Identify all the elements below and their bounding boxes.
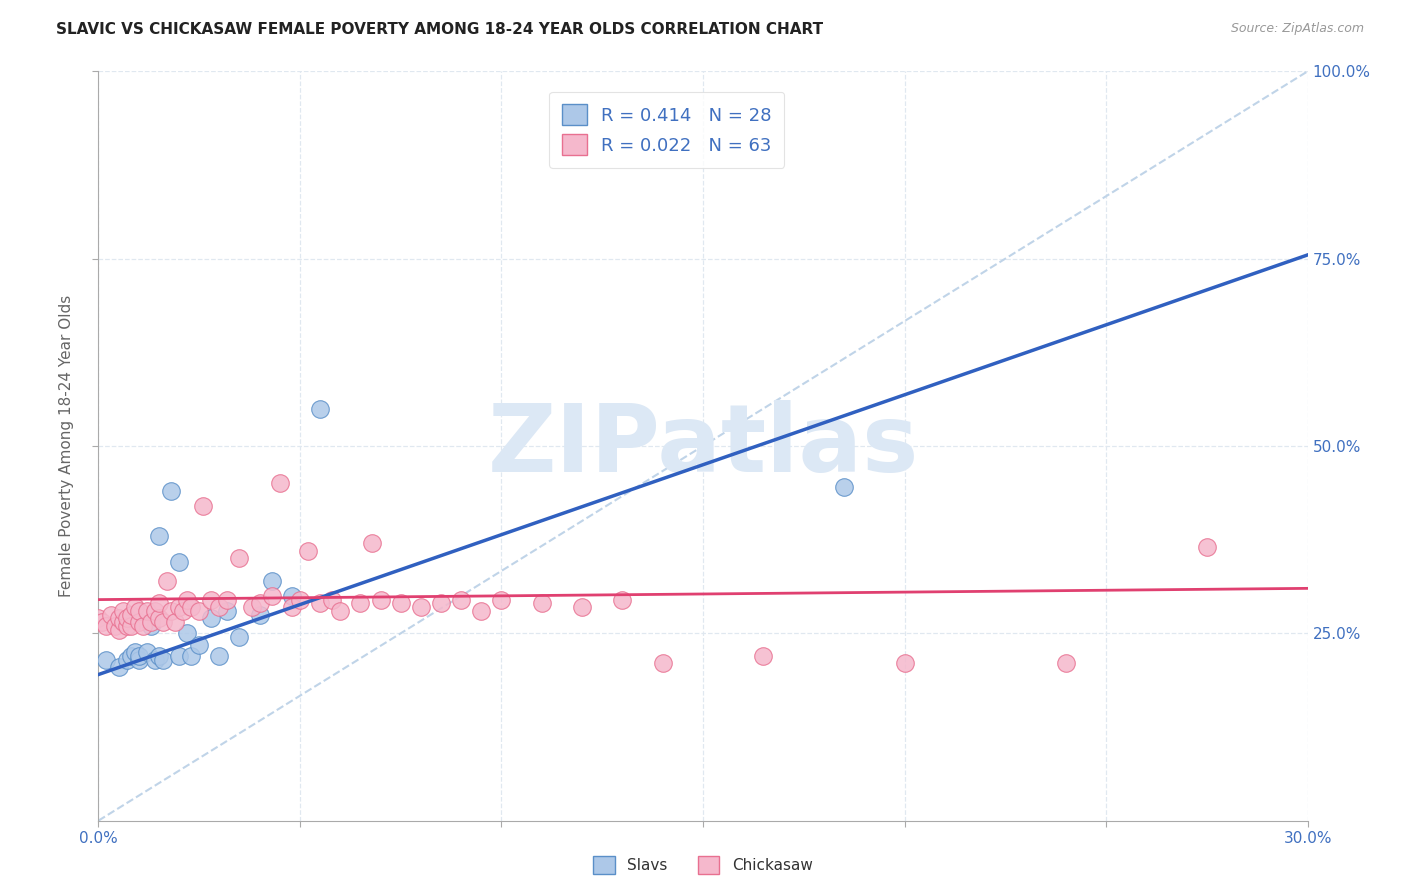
Point (107, 623, 129, 637)
Point (107, 660, 129, 674)
Point (430, 596, 453, 610)
Point (148, 648, 170, 663)
Point (111, 604, 134, 618)
Legend: R = 0.414   N = 28, R = 0.022   N = 63: R = 0.414 N = 28, R = 0.022 N = 63 (548, 92, 785, 168)
Point (176, 592, 198, 607)
Point (107, 611, 129, 625)
Point (200, 611, 222, 625)
Point (208, 600, 231, 615)
Point (329, 604, 352, 618)
Point (260, 574, 283, 588)
Point (163, 615, 186, 629)
Point (152, 615, 174, 629)
Point (269, 476, 291, 491)
Point (321, 592, 343, 607)
Point (167, 648, 190, 663)
Point (361, 536, 384, 550)
Point (139, 619, 162, 633)
Point (208, 648, 231, 663)
Point (217, 592, 239, 607)
Point (91, 615, 114, 629)
Point (120, 648, 142, 663)
Point (96, 619, 118, 633)
Point (228, 630, 250, 644)
Point (139, 615, 162, 629)
Point (349, 596, 371, 610)
Point (491, 592, 513, 607)
Point (128, 604, 150, 618)
Point (240, 600, 263, 615)
Point (96, 652, 118, 666)
Point (176, 626, 198, 640)
Point (249, 596, 271, 610)
Point (148, 596, 170, 610)
Point (100, 607, 122, 622)
Point (188, 638, 211, 652)
Point (172, 604, 194, 618)
Point (249, 607, 271, 622)
Point (612, 592, 634, 607)
Point (135, 604, 157, 618)
Point (148, 611, 170, 625)
Point (1195, 540, 1218, 554)
Point (370, 592, 392, 607)
Point (160, 483, 183, 498)
Y-axis label: Female Poverty Among 18-24 Year Olds: Female Poverty Among 18-24 Year Olds (59, 295, 75, 597)
Point (228, 551, 250, 566)
Point (309, 596, 332, 610)
Point (217, 604, 239, 618)
Point (832, 480, 855, 494)
Point (103, 619, 125, 633)
Point (132, 619, 155, 633)
Text: ZIPatlas: ZIPatlas (488, 400, 918, 492)
Point (571, 600, 593, 615)
Point (124, 600, 146, 615)
Point (180, 648, 202, 663)
Point (752, 648, 775, 663)
Point (297, 544, 319, 558)
Point (148, 529, 170, 543)
Point (115, 611, 138, 625)
Point (124, 645, 146, 659)
Point (450, 592, 472, 607)
Point (143, 604, 166, 618)
Point (156, 574, 179, 588)
Point (120, 619, 142, 633)
Point (281, 600, 304, 615)
Point (167, 555, 190, 569)
Point (87, 611, 110, 625)
Point (128, 648, 150, 663)
Point (389, 596, 412, 610)
Point (309, 401, 332, 416)
Point (260, 589, 283, 603)
Point (111, 615, 134, 629)
Point (180, 600, 202, 615)
Point (288, 592, 311, 607)
Point (530, 596, 553, 610)
Point (200, 592, 222, 607)
Point (115, 652, 138, 666)
Point (167, 600, 190, 615)
Point (281, 589, 304, 603)
Point (143, 652, 166, 666)
Point (193, 499, 215, 513)
Point (135, 645, 157, 659)
Legend: Slavs, Chickasaw: Slavs, Chickasaw (588, 850, 818, 880)
Point (128, 652, 150, 666)
Text: SLAVIC VS CHICKASAW FEMALE POVERTY AMONG 18-24 YEAR OLDS CORRELATION CHART: SLAVIC VS CHICKASAW FEMALE POVERTY AMONG… (56, 22, 824, 37)
Point (409, 600, 432, 615)
Point (120, 607, 142, 622)
Point (893, 657, 915, 671)
Point (152, 652, 174, 666)
Point (115, 619, 138, 633)
Point (128, 615, 150, 629)
Text: Source: ZipAtlas.com: Source: ZipAtlas.com (1230, 22, 1364, 36)
Point (160, 604, 183, 618)
Point (1054, 657, 1077, 671)
Point (470, 604, 492, 618)
Point (651, 657, 673, 671)
Point (188, 604, 211, 618)
